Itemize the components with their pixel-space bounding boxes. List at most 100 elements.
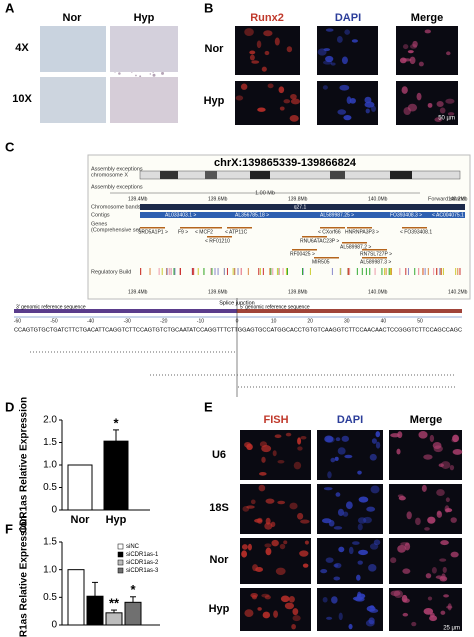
cell: [331, 596, 338, 604]
cell: [261, 456, 266, 463]
cell: [416, 92, 422, 101]
legend-swatch: [117, 551, 124, 558]
regulatory-feature: [309, 268, 311, 275]
reference-label: 3' genomic reference sequence: [16, 304, 86, 310]
cell: [345, 501, 353, 510]
bar: [67, 464, 93, 511]
regulatory-feature: [276, 268, 278, 275]
regulatory-feature: [259, 268, 261, 275]
cell: [322, 85, 328, 90]
cell: [264, 522, 273, 530]
cell: [365, 619, 375, 627]
y-tick-label: 0.5: [43, 592, 57, 603]
cell: [240, 83, 248, 90]
regulatory-feature: [158, 268, 160, 275]
cell: [250, 499, 256, 505]
regulatory-feature: [165, 268, 167, 275]
gene: [342, 242, 367, 244]
cell: [440, 540, 449, 546]
regulatory-feature: [161, 268, 163, 275]
cell: [348, 546, 354, 555]
cell: [249, 50, 256, 55]
micrograph: [240, 588, 311, 631]
regulatory-feature: [424, 268, 426, 275]
cell: [341, 56, 348, 65]
cell: [434, 117, 443, 122]
cell: [335, 492, 341, 497]
bar: [124, 601, 142, 626]
regulatory-feature: [173, 268, 175, 275]
regulatory-feature: [349, 268, 351, 275]
regulatory-feature: [247, 268, 249, 275]
column-header: Merge: [411, 12, 443, 24]
row-header: U6: [212, 449, 226, 461]
cell: [283, 99, 291, 104]
cell: [252, 564, 258, 572]
stain: [152, 73, 156, 77]
cell: [302, 563, 309, 568]
regulatory-feature: [433, 268, 435, 275]
cell: [370, 485, 380, 494]
cell: [264, 543, 272, 548]
cell: [326, 616, 333, 620]
contig-label: AL589987.25 >: [320, 212, 354, 218]
cell: [285, 432, 292, 437]
micrograph: [40, 77, 106, 123]
micrograph: [317, 538, 383, 584]
cell: [280, 595, 290, 603]
cell: [393, 590, 404, 598]
cell: [338, 546, 345, 553]
cell: [440, 610, 446, 615]
track-label: Assembly exceptions: [91, 184, 143, 190]
x-tick-label: Nor: [71, 514, 91, 526]
regulatory-feature: [348, 268, 350, 275]
y-tick-label: 1.0: [43, 564, 57, 575]
regulatory-feature: [270, 268, 272, 275]
ruler-label: -50: [50, 318, 57, 324]
gene: [402, 227, 427, 229]
y-tick-label: 0: [51, 505, 57, 516]
legend-label: siCDR1as-2: [126, 560, 159, 566]
regulatory-feature: [258, 268, 260, 275]
cell: [427, 596, 433, 601]
cell: [357, 591, 362, 598]
cell: [254, 518, 263, 523]
cell: [258, 484, 266, 492]
cell: [352, 541, 360, 545]
column-header: Runx2: [250, 12, 284, 24]
cell: [334, 456, 339, 461]
cell: [242, 505, 250, 512]
regulatory-feature: [210, 268, 212, 275]
cell: [363, 516, 372, 524]
cell: [336, 35, 343, 43]
band-track: [140, 204, 465, 210]
cell: [356, 574, 361, 581]
regulatory-feature: [381, 268, 383, 275]
gene-label: < RF01210: [205, 238, 230, 244]
cell: [397, 494, 404, 498]
contig-label: AL033403.1 >: [165, 212, 196, 218]
ruler-label: 40: [381, 318, 387, 324]
cell: [436, 511, 443, 518]
cell: [369, 453, 377, 461]
cell: [323, 48, 331, 52]
track-label: Regulatory Build: [91, 269, 131, 275]
regulatory-feature: [232, 268, 234, 275]
cell: [368, 564, 377, 572]
cell: [375, 441, 381, 449]
cell: [427, 102, 433, 108]
cell: [325, 557, 334, 563]
cell: [338, 612, 343, 621]
regulatory-feature: [442, 268, 444, 275]
cell: [324, 435, 334, 443]
regulatory-feature: [439, 268, 441, 275]
regulatory-feature: [407, 268, 409, 275]
position-label: 140.0Mb: [368, 289, 388, 295]
gene: [180, 227, 205, 229]
gene-label: AL589987.3 >: [360, 259, 391, 265]
cell: [402, 58, 412, 62]
cell: [271, 539, 279, 547]
cell: [246, 505, 255, 509]
regulatory-feature: [427, 268, 429, 275]
